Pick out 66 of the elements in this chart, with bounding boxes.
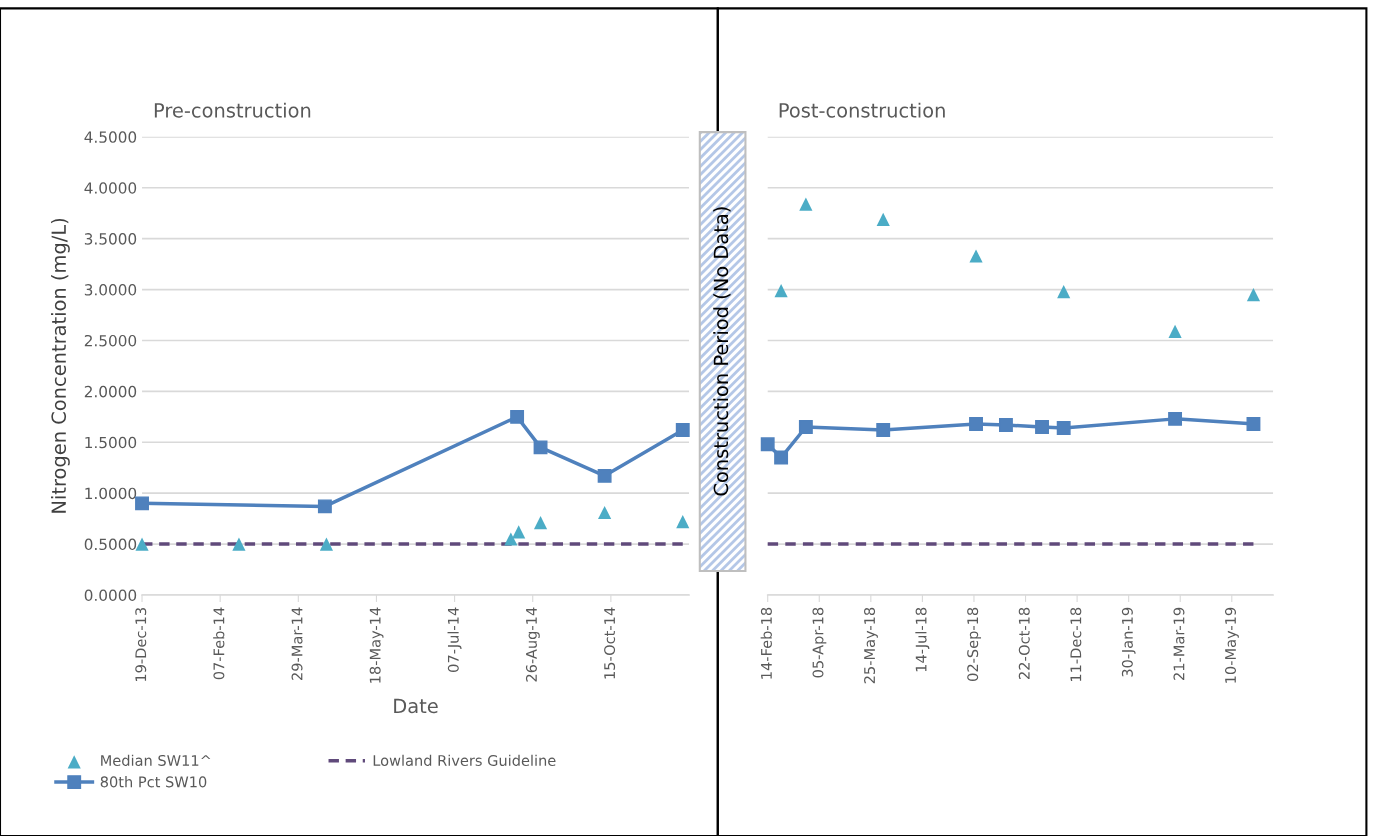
x-tick-label: 21-Mar-19	[1173, 607, 1185, 680]
point	[799, 197, 813, 211]
x-tick-label: 19-Dec-13	[135, 607, 147, 682]
y-tick-label: 0.5000	[84, 538, 137, 551]
point	[774, 283, 788, 298]
point	[135, 537, 149, 551]
x-tick-label: 14-Jul-18	[915, 607, 930, 672]
point	[597, 468, 612, 483]
chart-title: Post-construction	[779, 102, 945, 118]
x-tick-label: 30-Jan-19	[1121, 607, 1136, 677]
x-tick-label: 22-Oct-18	[1018, 607, 1030, 679]
point	[774, 450, 789, 465]
point	[1168, 411, 1183, 426]
x-axis-title: Date	[394, 698, 438, 714]
x-tick-label: 18-May-14	[369, 607, 384, 683]
point	[760, 437, 775, 452]
point	[998, 418, 1013, 432]
x-tick-label: 15-Oct-14	[604, 607, 616, 679]
y-tick-label: 2.0000	[84, 385, 137, 398]
point	[1057, 285, 1071, 299]
point	[1056, 421, 1071, 435]
point	[504, 532, 518, 546]
x-tick-label: 05-Apr-18	[812, 607, 827, 678]
x-tick-label: 07-Jul-14	[447, 607, 462, 672]
point	[533, 440, 548, 455]
point	[512, 525, 526, 539]
legend-label: Median SW11^	[101, 754, 211, 766]
point	[876, 212, 890, 226]
x-tick-label: 29-Mar-14	[291, 607, 303, 680]
point	[676, 515, 690, 529]
point	[969, 249, 983, 263]
x-tick-label: 11-Dec-18	[1070, 607, 1082, 682]
x-tick-label: 26-Aug-14	[525, 607, 540, 682]
y-tick-label: 1.5000	[85, 436, 137, 449]
point	[1035, 420, 1049, 434]
y-tick-label: 0.0000	[84, 589, 137, 601]
text: Construction Period (No Data)	[713, 207, 731, 496]
x-tick-label: 25-May-18	[864, 607, 878, 684]
point	[533, 516, 548, 530]
point	[798, 420, 813, 434]
point	[675, 423, 690, 438]
point	[319, 537, 334, 551]
y-tick-label: 3.5000	[84, 233, 137, 245]
point	[135, 496, 149, 511]
point	[1168, 324, 1182, 338]
y-tick-label: 4.5000	[84, 131, 137, 143]
point	[510, 409, 525, 424]
x-tick-label: 07-Feb-14	[213, 607, 225, 680]
point	[232, 537, 246, 551]
legend-label: Lowland Rivers Guideline	[373, 754, 556, 766]
point	[1246, 288, 1261, 302]
point	[317, 499, 332, 514]
x-tick-label: 10-May-19	[1225, 607, 1239, 683]
y-tick-label: 2.5000	[84, 334, 137, 347]
x-tick-label: 14-Feb-18	[760, 607, 772, 679]
chart-title: Pre-construction	[154, 102, 311, 118]
point	[1246, 417, 1261, 431]
point	[876, 423, 891, 438]
legend-label: 80th Pct SW10	[100, 776, 207, 788]
point	[969, 417, 983, 431]
y-axis-title: Nitrogen Concentration (mg/L)	[51, 218, 70, 513]
x-tick-label: 02-Sep-18	[967, 607, 982, 681]
y-tick-label: 1.0000	[85, 487, 137, 500]
y-tick-label: 4.0000	[84, 182, 137, 194]
point	[598, 505, 612, 520]
y-tick-label: 3.0000	[84, 284, 137, 296]
